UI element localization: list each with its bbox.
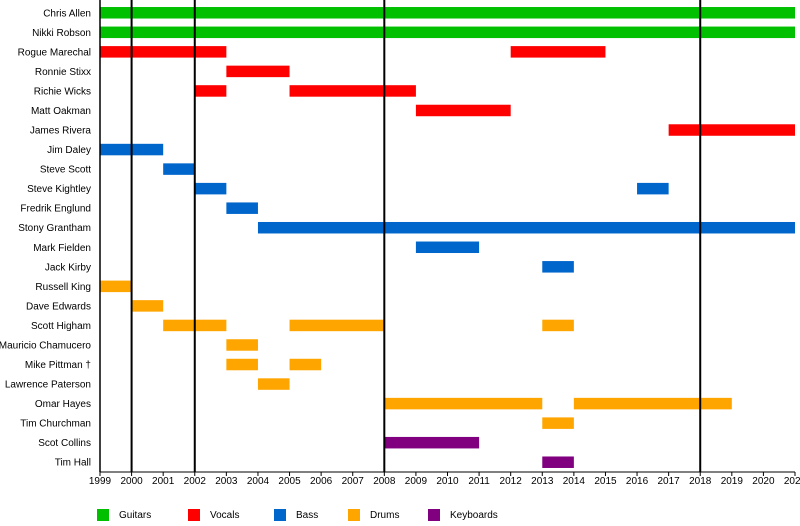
bar-drums — [384, 397, 543, 410]
bar-bass — [226, 202, 258, 214]
member-label: Rogue Marechal — [18, 47, 91, 58]
member-label: Richie Wicks — [34, 86, 91, 97]
x-tick-label: 2019 — [721, 476, 744, 487]
bar-drums — [226, 358, 258, 371]
legend-item-keyboards: Keyboards — [428, 509, 498, 521]
member-label: Lawrence Paterson — [5, 380, 91, 391]
x-tick-label: 2000 — [120, 476, 143, 487]
bar-drums — [289, 358, 322, 371]
member-label: Dave Edwards — [26, 301, 91, 312]
bar-vocals — [194, 85, 227, 97]
legend-label-drums: Drums — [370, 509, 400, 521]
x-tick-label: 2014 — [563, 476, 586, 487]
legend: Guitars Vocals Bass Drums Keyboards — [0, 506, 800, 526]
member-label: Russell King — [35, 282, 91, 293]
member-label: Tim Hall — [55, 458, 91, 469]
bar-drums — [542, 319, 574, 332]
legend-swatch-drums — [348, 509, 360, 521]
member-label: Jack Kirby — [45, 262, 91, 273]
bar-drums — [289, 319, 385, 332]
x-tick-label: 2017 — [658, 476, 681, 487]
member-label: Steve Kightley — [27, 184, 91, 195]
member-label: Chris Allen — [43, 8, 91, 19]
x-tick-label: 1999 — [89, 476, 112, 487]
bar-vocals — [415, 104, 511, 117]
legend-label-vocals: Vocals — [210, 509, 240, 521]
member-label: Tim Churchman — [20, 419, 91, 430]
bar-bass — [637, 182, 669, 195]
member-label: Omar Hayes — [35, 399, 91, 410]
member-label: James Rivera — [30, 126, 92, 137]
bar-vocals — [510, 46, 606, 58]
member-label: Mauricio Chamucero — [0, 340, 91, 351]
legend-item-vocals: Vocals — [188, 509, 239, 521]
x-tick-label: 2013 — [531, 476, 554, 487]
legend-swatch-keyboards — [428, 509, 440, 521]
bar-bass — [163, 163, 195, 175]
bar-drums — [226, 339, 258, 351]
timeline-chart: Chris Allen Nikki Robson Rogue Marechal Ron… — [0, 0, 800, 487]
x-tick-label: 2005 — [278, 476, 301, 487]
member-label: Matt Oakman — [31, 106, 91, 117]
member-label: Ronnie Stixx — [35, 67, 91, 78]
bar-drums — [131, 300, 164, 312]
x-tick-label: 2003 — [215, 476, 238, 487]
x-tick-label: 2009 — [405, 476, 428, 487]
bar-drums — [100, 280, 132, 293]
legend-item-bass: Bass — [274, 509, 318, 521]
bar-keyboards — [384, 436, 480, 449]
x-tick-label: 2004 — [247, 476, 270, 487]
bar-vocals — [226, 65, 290, 78]
x-tick-label: 2021 — [784, 476, 800, 487]
member-label: Fredrik Englund — [20, 204, 91, 215]
bar-drums — [257, 378, 290, 390]
x-tick-label: 2007 — [342, 476, 365, 487]
legend-label-guitars: Guitars — [119, 509, 152, 521]
x-tick-label: 2015 — [594, 476, 617, 487]
x-tick-label: 2010 — [436, 476, 459, 487]
member-label: Stony Grantham — [18, 223, 91, 234]
bar-vocals — [668, 124, 795, 136]
x-tick-label: 2020 — [752, 476, 775, 487]
bar-bass — [415, 241, 480, 254]
bar-bass — [257, 221, 795, 234]
x-tick-label: 2002 — [184, 476, 207, 487]
legend-swatch-guitars — [97, 509, 109, 521]
x-tick-label: 2016 — [626, 476, 649, 487]
x-tick-label: 2006 — [310, 476, 333, 487]
legend-item-drums: Drums — [348, 509, 399, 521]
x-tick-label: 2001 — [152, 476, 175, 487]
member-label: Steve Scott — [40, 165, 91, 176]
bar-vocals — [289, 85, 416, 97]
bar-drums — [542, 417, 574, 429]
bar-guitars — [100, 7, 795, 19]
x-tick-label: 2012 — [500, 476, 523, 487]
x-tick-label: 2018 — [689, 476, 712, 487]
bar-vocals — [100, 46, 227, 58]
legend-swatch-bass — [274, 509, 286, 521]
legend-label-bass: Bass — [296, 509, 319, 521]
member-label: Mike Pittman † — [25, 360, 91, 371]
member-label: Jim Daley — [47, 145, 91, 156]
member-label: Mark Fielden — [33, 243, 91, 254]
member-label: Scot Collins — [38, 438, 91, 449]
x-tick-label: 2011 — [468, 476, 490, 487]
bar-bass — [194, 182, 227, 195]
legend-item-guitars: Guitars — [97, 509, 151, 521]
bar-guitars — [100, 26, 795, 39]
member-label: Nikki Robson — [32, 28, 91, 39]
legend-swatch-vocals — [188, 509, 200, 521]
bar-drums — [573, 397, 732, 410]
bar-keyboards — [542, 456, 574, 468]
bar-bass — [542, 261, 574, 273]
legend-label-keyboards: Keyboards — [450, 509, 498, 521]
x-tick-label: 2008 — [373, 476, 396, 487]
member-label: Scott Higham — [31, 321, 91, 332]
